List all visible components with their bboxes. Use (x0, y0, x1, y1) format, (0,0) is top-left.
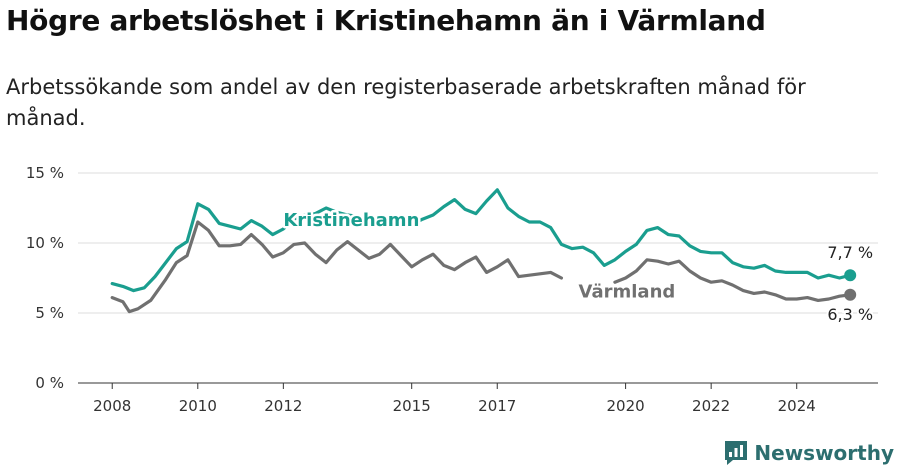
x-tick-label: 2024 (778, 397, 816, 415)
x-tick-label: 2010 (179, 397, 217, 415)
chart-title: Högre arbetslöshet i Kristinehamn än i V… (6, 4, 766, 37)
x-tick-label: 2008 (93, 397, 131, 415)
x-tick-label: 2015 (393, 397, 431, 415)
varmland-series-label: Värmland (579, 282, 676, 303)
kristinehamn-series-label: Kristinehamn (283, 210, 419, 231)
varmland-line (110, 220, 563, 314)
kristinehamn-line (110, 188, 852, 293)
x-tick-label: 2020 (606, 397, 644, 415)
y-tick-label: 0 % (35, 374, 64, 392)
varmland-end-label: 6,3 % (827, 305, 873, 324)
x-tick-label: 2022 (692, 397, 730, 415)
x-tick-label: 2017 (478, 397, 516, 415)
y-tick-label: 15 % (26, 164, 64, 182)
y-tick-label: 10 % (26, 234, 64, 252)
newsworthy-brand: Newsworthy (724, 438, 894, 468)
varmland-end-point (844, 288, 857, 301)
newsworthy-logo-icon (725, 441, 748, 465)
varmland-line (613, 258, 852, 302)
kristinehamn-end-label: 7,7 % (827, 243, 873, 262)
chart-subtitle: Arbetssökande som andel av den registerb… (6, 75, 806, 130)
brand-name: Newsworthy (754, 441, 894, 465)
y-tick-label: 5 % (35, 304, 64, 322)
x-tick-label: 2012 (264, 397, 302, 415)
kristinehamn-end-point (844, 269, 857, 282)
